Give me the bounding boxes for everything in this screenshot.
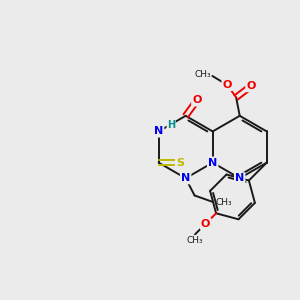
- Text: N: N: [181, 173, 190, 183]
- Text: N: N: [235, 173, 244, 183]
- Text: O: O: [192, 95, 202, 105]
- Text: S: S: [176, 158, 184, 168]
- Text: N: N: [154, 126, 163, 136]
- Text: N: N: [208, 158, 217, 168]
- Text: O: O: [223, 80, 232, 90]
- Text: O: O: [201, 219, 210, 229]
- Text: CH₃: CH₃: [215, 197, 232, 206]
- Text: CH₃: CH₃: [194, 70, 211, 79]
- Text: O: O: [246, 81, 256, 91]
- Text: H: H: [167, 120, 175, 130]
- Text: CH₃: CH₃: [187, 236, 203, 245]
